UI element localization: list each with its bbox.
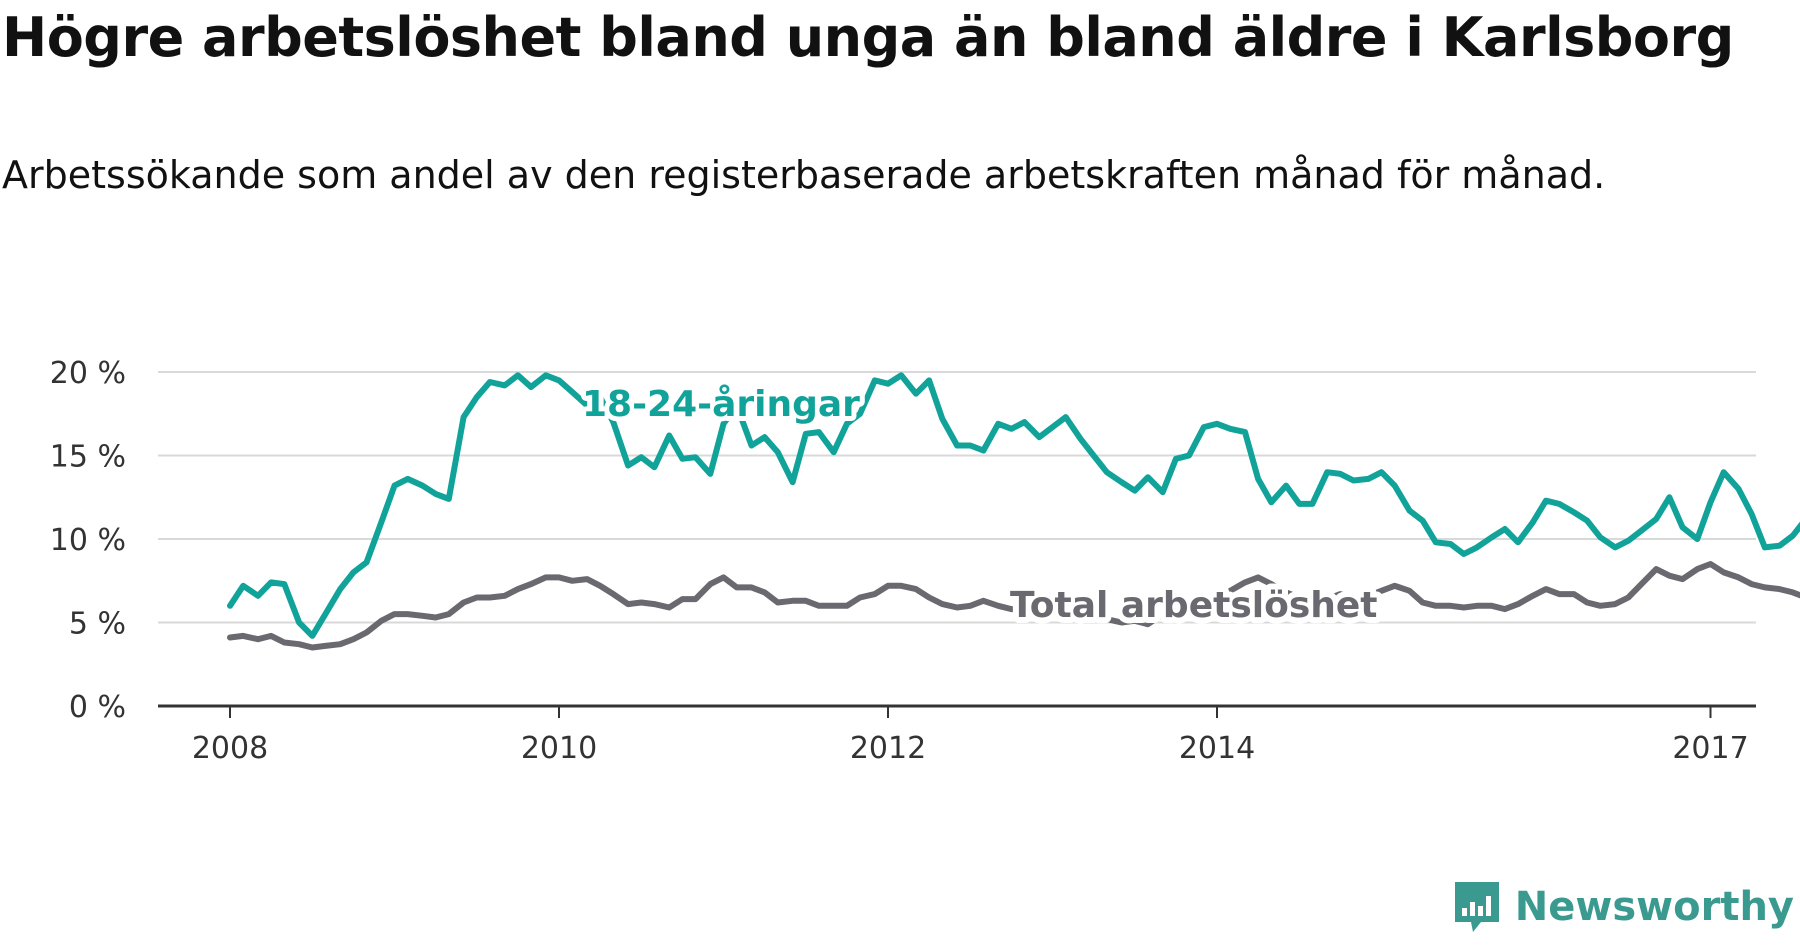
x-tick-label: 2014 <box>1179 731 1255 766</box>
chart-title: Högre arbetslöshet bland unga än bland ä… <box>2 6 1734 69</box>
y-tick-label: 5 % <box>69 607 126 642</box>
y-tick-label: 10 % <box>50 523 126 558</box>
series-lines <box>227 372 1800 651</box>
series-label-total: Total arbetslöshet <box>1010 585 1378 626</box>
series-label-youth: 18-24-åringar <box>582 384 860 425</box>
x-tick-label: 2008 <box>192 731 268 766</box>
brand-name: Newsworthy <box>1514 884 1794 930</box>
grid-lines <box>158 371 1756 624</box>
series-line-youth <box>227 372 1800 639</box>
x-axis: 200820102012201420172019202120232025 <box>158 704 1756 766</box>
x-tick-label: 2010 <box>521 731 597 766</box>
x-tick-label: 2012 <box>850 731 926 766</box>
y-tick-label: 0 % <box>69 690 126 725</box>
y-tick-label: 15 % <box>50 440 126 475</box>
newsworthy-logo-icon <box>1454 882 1499 932</box>
y-tick-label: 20 % <box>50 356 126 391</box>
series-line-total <box>227 561 1800 651</box>
chart-subtitle: Arbetssökande som andel av den registerb… <box>2 153 1606 197</box>
y-axis-ticks: 0 % 5 % 10 % 15 % 20 % <box>50 356 126 725</box>
newsworthy-brand: Newsworthy <box>1451 878 1794 936</box>
x-tick-label: 2017 <box>1672 731 1748 766</box>
